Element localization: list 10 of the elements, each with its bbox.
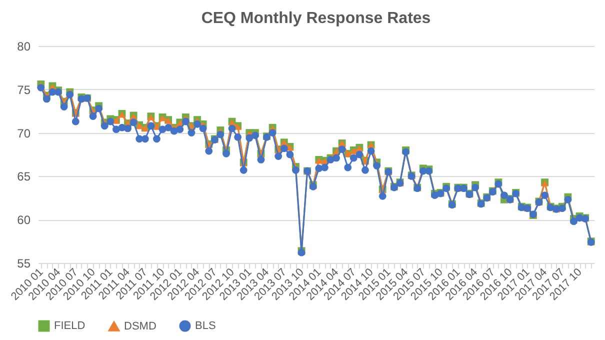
y-tick-label: 55 <box>17 256 31 270</box>
y-tick-label: 60 <box>17 213 31 228</box>
y-tick-label: 65 <box>17 170 31 184</box>
chart-title: CEQ Monthly Response Rates <box>201 10 431 27</box>
y-tick-label: 75 <box>17 82 31 97</box>
legend-label: DSMD <box>124 320 156 332</box>
legend-label: FIELD <box>54 320 86 332</box>
legend-label: BLS <box>195 320 216 332</box>
y-tick-label: 70 <box>17 126 31 140</box>
y-tick-label: 80 <box>17 40 31 54</box>
